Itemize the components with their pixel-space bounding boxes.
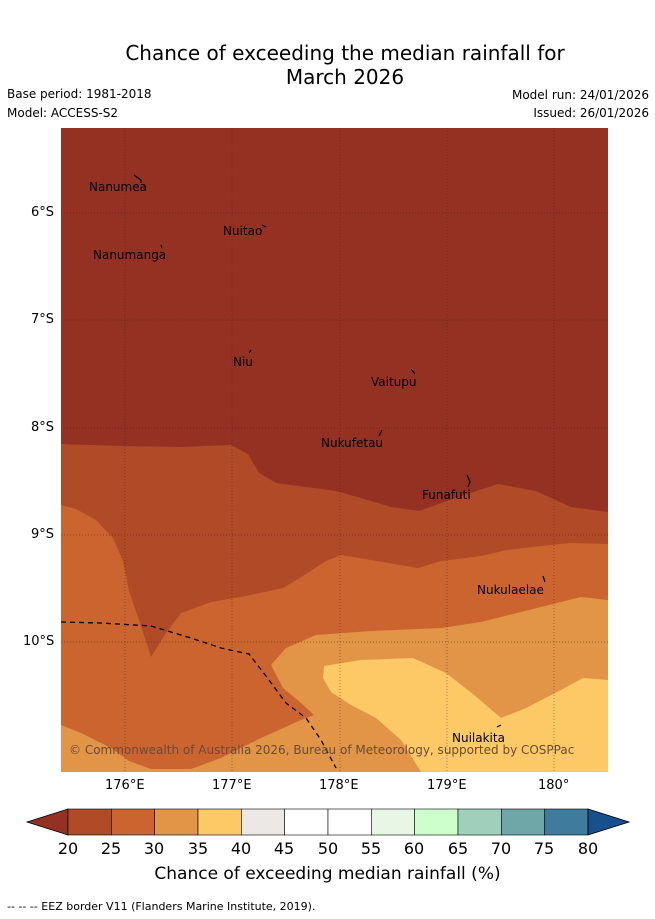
place-label: Nanumanga xyxy=(93,248,166,262)
colorbar-segment xyxy=(501,808,545,836)
place-label: Nukulaelae xyxy=(477,583,544,597)
colorbar-segment xyxy=(327,808,372,836)
colorbar-label: Chance of exceeding median rainfall (%) xyxy=(154,864,501,884)
copyright-notice: © Commonwealth of Australia 2026, Bureau… xyxy=(69,743,574,757)
colorbar-segment xyxy=(154,808,199,836)
place-label: Nanumea xyxy=(89,180,147,194)
colorbar-extend-low xyxy=(26,808,69,836)
colorbar-segment xyxy=(111,808,155,836)
colorbar-tick: 70 xyxy=(490,839,512,858)
colorbar-segment xyxy=(371,808,415,836)
lon-label: 179°E xyxy=(427,778,467,793)
colorbar-tick: 60 xyxy=(403,839,425,858)
colorbar-tick: 30 xyxy=(143,839,165,858)
lon-label: 177°E xyxy=(212,778,252,793)
colorbar-tick: 20 xyxy=(57,839,79,858)
colorbar-extend-high xyxy=(587,808,630,836)
graticule xyxy=(61,128,608,772)
colorbar-tick: 25 xyxy=(100,839,122,858)
islands xyxy=(133,174,546,728)
colorbar-segment xyxy=(67,808,112,836)
base-period: Base period: 1981-2018 xyxy=(7,87,152,101)
lat-label: 9°S xyxy=(31,527,55,542)
eez-legend: -- -- -- EEZ border V11 (Flanders Marine… xyxy=(7,900,316,913)
band-40-45 xyxy=(323,658,608,772)
colorbar-tick: 50 xyxy=(317,839,339,858)
lat-label: 10°S xyxy=(23,634,55,649)
colorbar-tick: 40 xyxy=(230,839,252,858)
issued-date: Issued: 26/01/2026 xyxy=(533,106,649,120)
place-label: Nukufetau xyxy=(321,436,383,450)
place-label: Niu xyxy=(233,355,253,369)
lat-label: 7°S xyxy=(31,312,55,327)
place-label: Nuitao xyxy=(223,224,262,238)
colorbar-tick: 35 xyxy=(187,839,209,858)
colorbar-tick: 75 xyxy=(533,839,555,858)
colorbar xyxy=(26,808,630,836)
lon-label: 176°E xyxy=(105,778,145,793)
colorbar-tick: 80 xyxy=(577,839,599,858)
colorbar-segment xyxy=(544,808,589,836)
colorbar-tick: 65 xyxy=(447,839,469,858)
lon-label: 178°E xyxy=(319,778,359,793)
model-name: Model: ACCESS-S2 xyxy=(7,106,119,120)
place-label: Funafuti xyxy=(422,488,471,502)
colorbar-segment xyxy=(197,808,242,836)
model-run: Model run: 24/01/2026 xyxy=(511,88,649,102)
chart-title-line2: March 2026 xyxy=(285,65,405,89)
place-label: Vaitupu xyxy=(371,375,417,389)
colorbar-segment xyxy=(284,808,329,836)
chart-title-line1: Chance of exceeding the median rainfall … xyxy=(125,41,565,65)
colorbar-segment xyxy=(457,808,502,836)
lat-label: 8°S xyxy=(31,420,55,435)
lat-label: 6°S xyxy=(31,205,55,220)
colorbar-segment xyxy=(414,808,459,836)
eez-border-line xyxy=(61,621,337,769)
lon-label: 180° xyxy=(538,778,570,793)
place-label: Nuilakita xyxy=(452,731,505,745)
rainfall-map: Nanumea Nuitao Nanumanga Niu Vaitupu Nuk… xyxy=(61,128,608,772)
colorbar-tick: 45 xyxy=(273,839,295,858)
colorbar-tick: 55 xyxy=(360,839,382,858)
colorbar-segment xyxy=(241,808,285,836)
